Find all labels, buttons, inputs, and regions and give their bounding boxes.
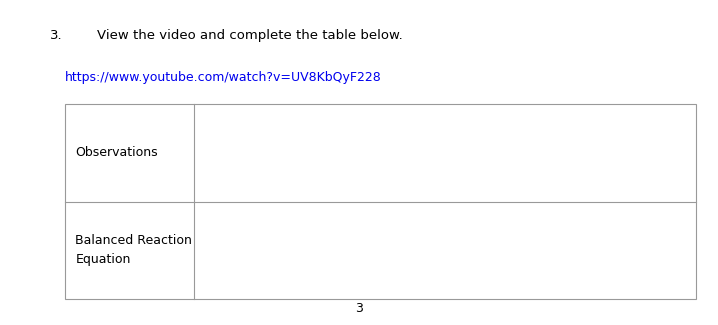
Text: View the video and complete the table below.: View the video and complete the table be… bbox=[97, 29, 403, 42]
Text: Balanced Reaction: Balanced Reaction bbox=[75, 234, 192, 247]
Text: https://www.youtube.com/watch?v=UV8KbQyF228: https://www.youtube.com/watch?v=UV8KbQyF… bbox=[65, 72, 381, 84]
Text: 3: 3 bbox=[355, 302, 363, 315]
Text: Equation: Equation bbox=[75, 254, 131, 266]
Bar bbox=[65, 104, 696, 299]
Text: Observations: Observations bbox=[75, 146, 158, 159]
Text: 3.: 3. bbox=[50, 29, 63, 42]
